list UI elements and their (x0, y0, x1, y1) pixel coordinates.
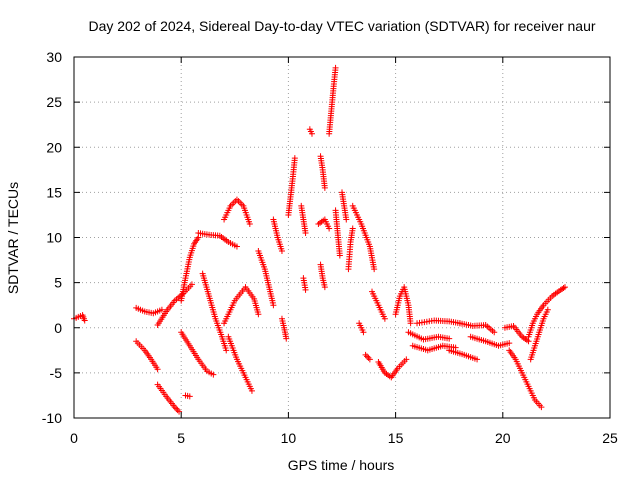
y-tick-label: 0 (54, 320, 62, 336)
y-axis-label: SDTVAR / TECUs (5, 182, 21, 294)
x-tick-label: 25 (602, 430, 618, 446)
data-point (233, 243, 240, 250)
data-point (248, 387, 255, 394)
data-point (283, 335, 290, 342)
data-point (364, 353, 371, 360)
data-point (210, 371, 217, 378)
x-tick-label: 15 (388, 430, 404, 446)
y-tick-label: 25 (46, 94, 62, 110)
x-tick-label: 5 (177, 430, 185, 446)
data-point (223, 347, 230, 354)
data-point (506, 340, 513, 347)
x-tick-label: 10 (281, 430, 297, 446)
data-point (403, 356, 410, 363)
data-point (544, 306, 551, 313)
data-point (278, 248, 285, 255)
y-tick-label: 15 (46, 184, 62, 200)
x-tick-label: 20 (495, 430, 511, 446)
data-point (173, 405, 180, 412)
data-point (560, 285, 567, 292)
data-point (474, 356, 481, 363)
data-point (186, 393, 193, 400)
data-point (176, 408, 183, 415)
data-point (291, 155, 298, 162)
data-point (365, 354, 372, 361)
y-tick-labels: -10 -5 0 5 10 15 20 25 30 (42, 49, 62, 426)
data-point (332, 64, 339, 71)
data-point (343, 216, 350, 223)
data-point (349, 225, 356, 232)
data-point (321, 284, 328, 291)
data-point (188, 281, 195, 288)
y-tick-label: 10 (46, 230, 62, 246)
data-point (321, 184, 328, 191)
data-point (362, 351, 369, 358)
data-point (360, 329, 367, 336)
data-point (326, 225, 333, 232)
data-point (308, 130, 315, 137)
y-tick-label: -10 (42, 410, 62, 426)
data-point (366, 356, 373, 363)
y-tick-label: -5 (50, 365, 63, 381)
x-tick-labels: 0 5 10 15 20 25 (70, 430, 618, 446)
data-point (336, 252, 343, 259)
chart-title: Day 202 of 2024, Sidereal Day-to-day VTE… (88, 18, 595, 34)
y-tick-label: 30 (46, 49, 62, 65)
x-tick-label: 0 (70, 430, 78, 446)
data-point (561, 284, 568, 291)
y-tick-label: 20 (46, 139, 62, 155)
y-tick-label: 5 (54, 275, 62, 291)
x-axis-label: GPS time / hours (288, 457, 395, 473)
data-point (255, 311, 262, 318)
data-point (81, 317, 88, 324)
data-point (381, 315, 388, 322)
data-point (407, 320, 414, 327)
data-point (154, 366, 161, 373)
data-point (446, 335, 453, 342)
data-point (158, 306, 165, 313)
data-point (174, 407, 181, 414)
data-point (246, 220, 253, 227)
data-point (491, 329, 498, 336)
data-point (302, 229, 309, 236)
data-point (538, 404, 545, 411)
data-points (71, 64, 568, 415)
data-point (371, 266, 378, 273)
data-point (302, 286, 309, 293)
axis-ticks (73, 56, 611, 419)
gridlines (74, 57, 610, 418)
data-point (270, 302, 277, 309)
